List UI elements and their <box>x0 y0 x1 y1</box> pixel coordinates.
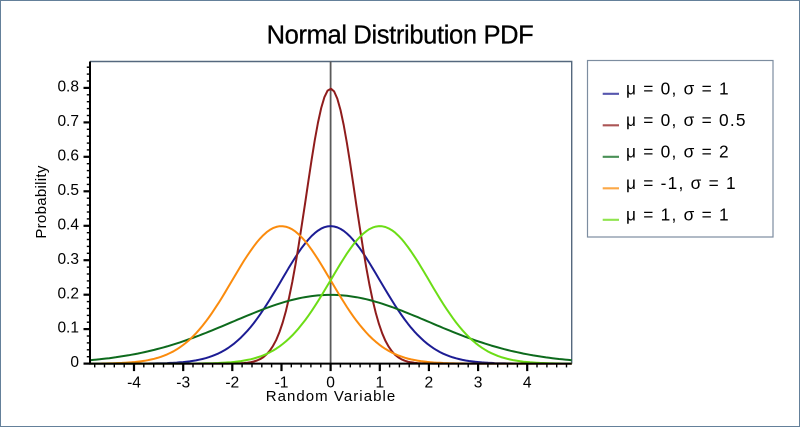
svg-text:μ = -1, σ = 1: μ = -1, σ = 1 <box>626 173 737 193</box>
svg-text:Random Variable: Random Variable <box>266 388 397 405</box>
svg-text:1: 1 <box>375 375 384 392</box>
svg-text:μ = 0, σ = 0.5: μ = 0, σ = 0.5 <box>626 110 747 130</box>
svg-text:4: 4 <box>523 375 532 392</box>
svg-text:0: 0 <box>70 354 79 371</box>
svg-text:μ = 0, σ = 2: μ = 0, σ = 2 <box>626 141 730 161</box>
svg-text:3: 3 <box>474 375 483 392</box>
svg-text:0.2: 0.2 <box>57 285 79 302</box>
svg-text:μ = 1, σ = 1: μ = 1, σ = 1 <box>626 204 730 224</box>
svg-text:Normal Distribution PDF: Normal Distribution PDF <box>267 22 534 50</box>
svg-text:0.8: 0.8 <box>57 79 79 96</box>
svg-text:2: 2 <box>425 375 434 392</box>
svg-text:0.6: 0.6 <box>57 147 79 164</box>
svg-text:0.1: 0.1 <box>57 320 79 337</box>
svg-text:-2: -2 <box>225 375 239 392</box>
svg-text:-3: -3 <box>176 375 190 392</box>
svg-text:0.4: 0.4 <box>57 216 79 233</box>
svg-text:μ = 0, σ = 1: μ = 0, σ = 1 <box>626 78 730 98</box>
svg-text:0.5: 0.5 <box>57 182 79 199</box>
svg-text:-4: -4 <box>127 375 141 392</box>
svg-text:Probability: Probability <box>33 165 50 239</box>
svg-text:-1: -1 <box>275 375 289 392</box>
svg-text:0.3: 0.3 <box>57 251 79 268</box>
svg-text:0: 0 <box>326 375 335 392</box>
svg-text:0.7: 0.7 <box>57 113 79 130</box>
